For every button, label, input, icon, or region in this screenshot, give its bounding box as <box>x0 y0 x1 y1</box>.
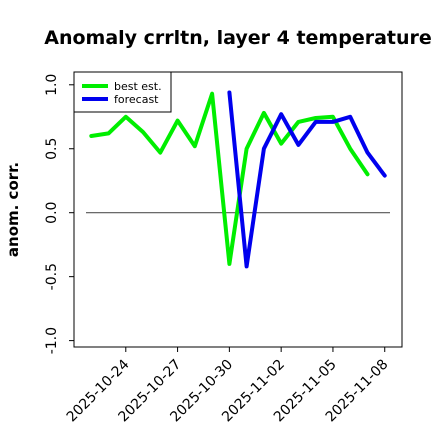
y-tick-label: -1.0 <box>44 327 60 354</box>
series-line-2 <box>227 90 387 269</box>
y-axis-ticks: 1.0 0.5 0.0 -0.5 -1.0 <box>44 74 74 354</box>
series-line-1 <box>89 91 370 266</box>
x-axis-ticks: 2025-10-242025-10-272025-10-302025-11-02… <box>64 347 392 425</box>
plot-frame <box>73 71 403 348</box>
series-lines <box>89 90 387 269</box>
legend-label: best est. <box>114 80 162 93</box>
legend-box <box>73 71 172 113</box>
y-tick-label: 1.0 <box>44 74 60 96</box>
y-tick-label: -0.5 <box>44 263 60 290</box>
y-tick-label: 0.5 <box>44 138 60 160</box>
y-tick-label: 0.0 <box>44 202 60 224</box>
y-axis-label: anom. corr. <box>4 162 22 257</box>
legend-label: forecast <box>114 93 159 106</box>
chart-title: Anomaly crrltn, layer 4 temperature <box>44 27 432 49</box>
legend: best est.forecast <box>73 71 172 113</box>
